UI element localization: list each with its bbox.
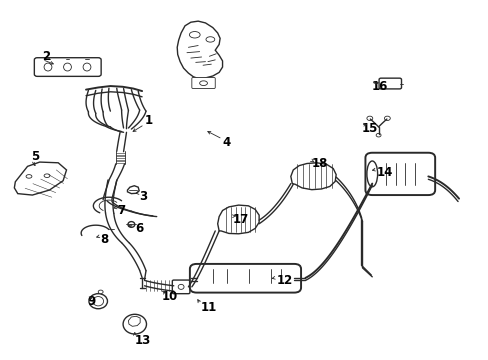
Ellipse shape xyxy=(98,290,103,294)
Text: 13: 13 xyxy=(135,334,151,347)
Text: 2: 2 xyxy=(42,50,50,63)
Text: 3: 3 xyxy=(140,190,147,203)
Text: 9: 9 xyxy=(87,296,96,309)
Ellipse shape xyxy=(366,116,372,121)
Ellipse shape xyxy=(178,284,183,289)
Ellipse shape xyxy=(44,63,52,71)
Text: 11: 11 xyxy=(200,301,216,314)
Text: 14: 14 xyxy=(376,166,393,179)
Text: 1: 1 xyxy=(144,114,152,127)
Text: 7: 7 xyxy=(118,204,125,217)
Ellipse shape xyxy=(63,63,71,71)
Text: 5: 5 xyxy=(31,150,39,163)
Text: 10: 10 xyxy=(161,290,178,303)
Ellipse shape xyxy=(44,174,50,177)
Text: 15: 15 xyxy=(361,122,377,135)
Ellipse shape xyxy=(375,134,380,137)
FancyBboxPatch shape xyxy=(191,77,215,89)
Text: 17: 17 xyxy=(232,213,248,226)
Text: 18: 18 xyxy=(311,157,327,170)
Text: 6: 6 xyxy=(135,222,143,235)
FancyBboxPatch shape xyxy=(34,58,101,76)
Ellipse shape xyxy=(189,32,200,38)
Ellipse shape xyxy=(83,63,91,71)
Ellipse shape xyxy=(93,297,103,306)
Ellipse shape xyxy=(366,161,377,187)
Ellipse shape xyxy=(128,222,135,227)
FancyBboxPatch shape xyxy=(172,280,189,294)
Text: 16: 16 xyxy=(370,80,387,93)
Ellipse shape xyxy=(89,294,107,309)
FancyBboxPatch shape xyxy=(365,153,434,195)
FancyBboxPatch shape xyxy=(378,78,401,89)
Ellipse shape xyxy=(384,116,389,121)
Ellipse shape xyxy=(26,175,32,178)
Text: 8: 8 xyxy=(101,233,109,246)
Ellipse shape xyxy=(205,37,214,42)
Ellipse shape xyxy=(199,81,207,86)
Text: 4: 4 xyxy=(222,136,230,149)
FancyBboxPatch shape xyxy=(189,264,301,293)
Ellipse shape xyxy=(123,314,146,334)
Text: 12: 12 xyxy=(276,274,292,287)
